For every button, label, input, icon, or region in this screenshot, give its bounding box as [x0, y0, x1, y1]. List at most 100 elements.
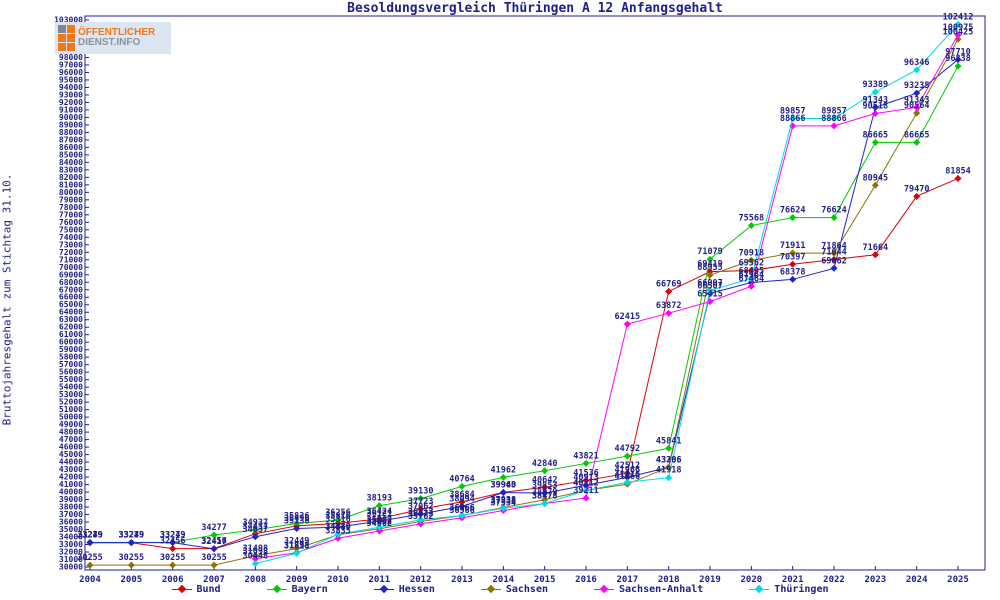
point-bayern-2007[interactable] [210, 531, 218, 539]
point-bund-2023[interactable] [871, 251, 879, 259]
point-thüringen-2025[interactable] [954, 20, 962, 28]
point-hessen-2010[interactable] [334, 523, 342, 531]
point-sachsen-anhalt-2011[interactable] [375, 527, 383, 535]
point-bayern-2025[interactable] [954, 62, 962, 70]
point-bayern-2009[interactable] [293, 519, 301, 527]
point-bund-2018[interactable] [665, 287, 673, 295]
point-sachsen-anhalt-2023[interactable] [871, 110, 879, 118]
oeffentlicher-dienst-logo[interactable]: ÖFFENTLICHER DIENST.INFO [55, 22, 171, 54]
point-bund-2017[interactable] [623, 469, 631, 477]
point-hessen-2017[interactable] [623, 473, 631, 481]
point-bayern-2008[interactable] [251, 526, 259, 534]
point-thüringen-2016[interactable] [582, 486, 590, 494]
point-sachsen-2020[interactable] [747, 256, 755, 264]
point-sachsen-anhalt-2016[interactable] [582, 494, 590, 502]
point-bayern-2014[interactable] [499, 473, 507, 481]
point-bayern-2018[interactable] [665, 444, 673, 452]
point-hessen-2021[interactable] [789, 275, 797, 283]
point-bayern-2011[interactable] [375, 502, 383, 510]
point-hessen-2004[interactable] [86, 539, 94, 547]
point-sachsen-2009[interactable] [293, 545, 301, 553]
point-hessen-2015[interactable] [541, 489, 549, 497]
point-sachsen-2006[interactable] [169, 561, 177, 569]
point-thüringen-2022[interactable] [830, 114, 838, 122]
point-sachsen-anhalt-2022[interactable] [830, 122, 838, 130]
point-sachsen-2005[interactable] [127, 561, 135, 569]
point-bayern-2024[interactable] [913, 138, 921, 146]
point-hessen-2006[interactable] [169, 539, 177, 547]
point-thüringen-2014[interactable] [499, 504, 507, 512]
point-sachsen-2015[interactable] [541, 496, 549, 504]
point-bayern-2017[interactable] [623, 452, 631, 460]
point-thüringen-2009[interactable] [293, 549, 301, 557]
legend-item-thueringen[interactable]: Thüringen [749, 584, 828, 595]
point-hessen-2024[interactable] [913, 89, 921, 97]
point-bayern-2016[interactable] [582, 459, 590, 467]
legend-item-bayern[interactable]: Bayern [266, 584, 328, 595]
point-sachsen-anhalt-2024[interactable] [913, 103, 921, 111]
point-hessen-2005[interactable] [127, 539, 135, 547]
legend-item-sachsen-anhalt[interactable]: Sachsen-Anhalt [594, 584, 703, 595]
point-sachsen-anhalt-2020[interactable] [747, 282, 755, 290]
point-bayern-2021[interactable] [789, 214, 797, 222]
point-hessen-2014[interactable] [499, 489, 507, 497]
point-thüringen-2023[interactable] [871, 88, 879, 96]
point-bayern-2013[interactable] [458, 482, 466, 490]
point-thüringen-2015[interactable] [541, 499, 549, 507]
point-sachsen-2021[interactable] [789, 249, 797, 257]
point-sachsen-2024[interactable] [913, 109, 921, 117]
point-bayern-2023[interactable] [871, 138, 879, 146]
point-thüringen-2008[interactable] [251, 560, 259, 568]
point-hessen-2016[interactable] [582, 481, 590, 489]
point-bund-2024[interactable] [913, 192, 921, 200]
point-bund-2016[interactable] [582, 477, 590, 485]
point-bayern-2015[interactable] [541, 467, 549, 475]
point-bayern-2019[interactable] [706, 255, 714, 263]
point-hessen-2012[interactable] [417, 510, 425, 518]
point-hessen-2022[interactable] [830, 264, 838, 272]
point-sachsen-anhalt-2008[interactable] [251, 555, 259, 563]
point-thüringen-2017[interactable] [623, 478, 631, 486]
point-thüringen-2011[interactable] [375, 523, 383, 531]
point-sachsen-anhalt-2017[interactable] [623, 320, 631, 328]
point-sachsen-anhalt-2018[interactable] [665, 309, 673, 317]
legend-item-sachsen[interactable]: Sachsen [480, 584, 548, 595]
point-sachsen-2023[interactable] [871, 181, 879, 189]
point-sachsen-2004[interactable] [86, 561, 94, 569]
point-bund-2013[interactable] [458, 498, 466, 506]
point-sachsen-2019[interactable] [706, 271, 714, 279]
point-hessen-2011[interactable] [375, 517, 383, 525]
point-bayern-2012[interactable] [417, 495, 425, 503]
point-sachsen-anhalt-2010[interactable] [334, 534, 342, 542]
point-thüringen-2024[interactable] [913, 66, 921, 74]
point-bund-2025[interactable] [954, 174, 962, 182]
point-thüringen-2012[interactable] [417, 516, 425, 524]
point-label: 37723 [408, 497, 434, 507]
point-sachsen-2022[interactable] [830, 249, 838, 257]
point-sachsen-anhalt-2025[interactable] [954, 31, 962, 39]
point-sachsen-2007[interactable] [210, 561, 218, 569]
y-tick-label: 72000 [59, 248, 83, 257]
point-thüringen-2021[interactable] [789, 114, 797, 122]
point-hessen-2008[interactable] [251, 533, 259, 541]
legend-item-hessen[interactable]: Hessen [373, 584, 435, 595]
point-thüringen-2013[interactable] [458, 512, 466, 520]
point-bayern-2010[interactable] [334, 516, 342, 524]
point-hessen-2023[interactable] [871, 103, 879, 111]
point-bund-2015[interactable] [541, 483, 549, 491]
legend-item-bund[interactable]: Bund [171, 584, 221, 595]
point-sachsen-anhalt-2012[interactable] [417, 520, 425, 528]
point-hessen-2007[interactable] [210, 545, 218, 553]
point-thüringen-2020[interactable] [747, 275, 755, 283]
point-bund-2006[interactable] [169, 545, 177, 553]
point-thüringen-2010[interactable] [334, 530, 342, 538]
point-hessen-2013[interactable] [458, 502, 466, 510]
point-bund-2021[interactable] [789, 260, 797, 268]
point-bayern-2020[interactable] [747, 222, 755, 230]
point-bayern-2022[interactable] [830, 214, 838, 222]
point-thüringen-2019[interactable] [706, 286, 714, 294]
point-bund-2012[interactable] [417, 505, 425, 513]
point-thüringen-2018[interactable] [665, 474, 673, 482]
point-hessen-2025[interactable] [954, 56, 962, 64]
point-hessen-2009[interactable] [293, 525, 301, 533]
